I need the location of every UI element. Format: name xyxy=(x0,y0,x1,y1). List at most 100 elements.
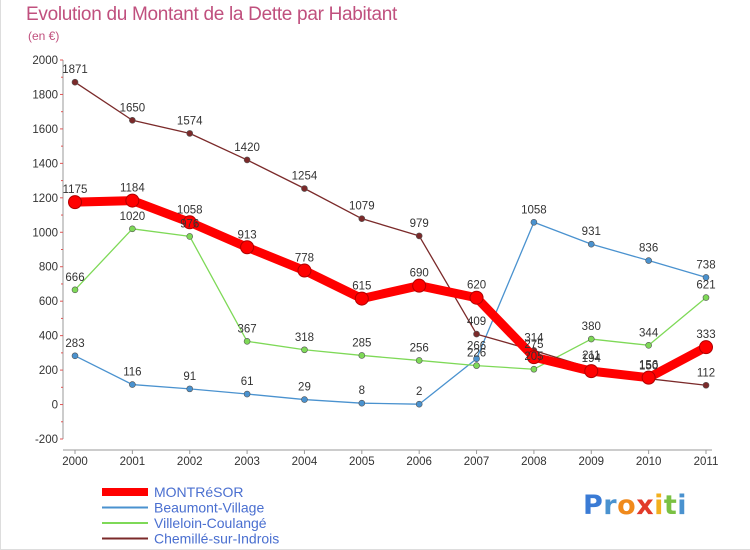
y-tick-label: -200 xyxy=(35,434,58,446)
data-label: 91 xyxy=(183,371,196,383)
data-point xyxy=(641,370,656,385)
data-point xyxy=(71,352,79,360)
data-point xyxy=(699,340,713,355)
data-point xyxy=(129,225,136,233)
legend-label: Villeloin-Coulangé xyxy=(154,515,267,531)
data-point xyxy=(530,365,538,373)
data-label: 621 xyxy=(696,280,715,292)
data-label: 333 xyxy=(696,329,715,341)
data-point xyxy=(68,195,82,210)
data-label: 367 xyxy=(237,323,256,335)
data-point xyxy=(358,352,366,359)
data-point xyxy=(243,156,251,164)
x-tick-label: 2005 xyxy=(349,456,375,468)
data-label: 156 xyxy=(639,360,658,372)
data-point xyxy=(240,240,255,255)
logo-letter: i xyxy=(654,490,664,521)
data-point xyxy=(587,240,595,248)
data-label: 275 xyxy=(524,339,543,351)
data-point xyxy=(526,350,541,365)
legend-label: Chemillé-sur-Indrois xyxy=(154,531,279,547)
data-label: 836 xyxy=(639,243,658,255)
data-label: 205 xyxy=(524,351,543,363)
data-label: 1574 xyxy=(177,115,203,127)
data-point xyxy=(186,130,194,137)
data-label: 976 xyxy=(180,218,199,230)
series-line-1 xyxy=(74,221,707,405)
series-line-0 xyxy=(70,196,711,383)
data-label: 256 xyxy=(410,342,429,354)
data-label: 738 xyxy=(696,259,715,271)
x-tick-label: 2006 xyxy=(406,456,432,468)
x-tick-label: 2000 xyxy=(62,456,88,468)
data-point xyxy=(473,355,480,363)
proxiti-logo: Proxiti xyxy=(583,490,687,521)
data-label: 1020 xyxy=(120,211,146,223)
data-point xyxy=(530,218,538,226)
logo-letter: i xyxy=(677,490,688,521)
data-label: 409 xyxy=(467,316,486,328)
chart-unit: (en €) xyxy=(28,29,60,43)
data-point xyxy=(243,390,251,398)
data-label: 690 xyxy=(410,268,429,280)
y-tick-label: 0 xyxy=(52,400,58,412)
data-point xyxy=(129,381,136,388)
data-label: 112 xyxy=(697,367,715,379)
data-label: 266 xyxy=(467,341,486,353)
data-point xyxy=(243,338,251,345)
x-tick-label: 2010 xyxy=(636,456,662,468)
data-label: 1871 xyxy=(62,64,88,76)
data-point xyxy=(354,291,369,306)
data-label: 1079 xyxy=(349,201,375,213)
data-point xyxy=(469,290,484,305)
data-point xyxy=(301,396,308,403)
data-point xyxy=(301,346,308,354)
data-point xyxy=(702,274,710,281)
data-point xyxy=(587,335,595,343)
data-point xyxy=(301,185,308,192)
data-label: 61 xyxy=(241,376,254,388)
data-point xyxy=(412,278,427,293)
y-tick-label: 1400 xyxy=(32,158,58,170)
data-label: 1184 xyxy=(120,183,145,195)
data-label: 666 xyxy=(65,272,84,284)
x-tick-label: 2009 xyxy=(578,456,604,468)
y-tick-label: 800 xyxy=(39,262,58,274)
data-label: 344 xyxy=(639,327,659,339)
data-label: 194 xyxy=(582,353,602,365)
y-tick-label: 200 xyxy=(39,365,58,377)
data-point xyxy=(415,357,423,364)
data-point xyxy=(584,364,599,379)
data-label: 2 xyxy=(416,386,422,398)
logo-letter: r xyxy=(603,490,618,521)
data-label: 778 xyxy=(295,253,314,265)
data-label: 931 xyxy=(582,226,601,238)
data-label: 979 xyxy=(410,218,429,230)
data-label: 318 xyxy=(295,332,314,344)
data-label: 314 xyxy=(524,332,544,344)
data-point xyxy=(186,233,194,240)
x-tick-label: 2011 xyxy=(694,456,719,468)
data-point xyxy=(358,399,366,407)
data-label: 8 xyxy=(359,385,365,397)
y-tick-label: 1000 xyxy=(32,227,58,239)
data-point xyxy=(645,341,652,349)
data-point xyxy=(702,294,710,301)
data-label: 615 xyxy=(352,281,371,293)
series-line-2 xyxy=(74,228,707,370)
data-point xyxy=(645,257,652,264)
data-point xyxy=(186,385,194,393)
logo-letter: x xyxy=(636,490,655,521)
data-label: 116 xyxy=(123,367,141,379)
data-point xyxy=(71,286,79,294)
x-tick-label: 2001 xyxy=(120,456,146,468)
data-point xyxy=(702,381,710,389)
x-tick-label: 2002 xyxy=(177,456,203,468)
data-label: 1254 xyxy=(292,171,318,183)
data-label: 1420 xyxy=(234,142,260,154)
y-tick-label: 600 xyxy=(39,296,58,308)
y-tick-label: 1800 xyxy=(32,89,58,101)
logo-letter: o xyxy=(617,490,637,521)
